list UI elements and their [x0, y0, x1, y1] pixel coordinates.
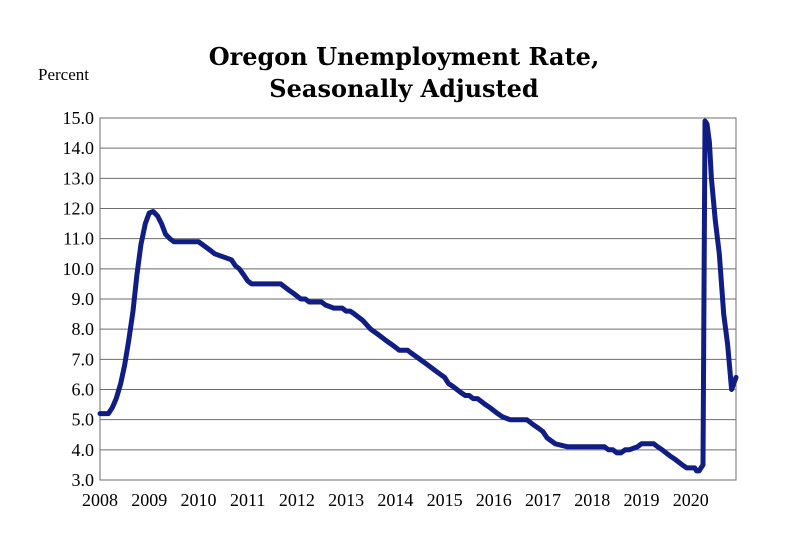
x-tick-label: 2018 [574, 490, 610, 510]
x-tick-label: 2009 [131, 490, 167, 510]
y-tick-label: 10.0 [63, 259, 95, 279]
y-tick-label: 14.0 [63, 138, 95, 158]
x-tick-label: 2013 [328, 490, 364, 510]
y-axis-label: Percent [38, 65, 89, 84]
y-tick-label: 3.0 [72, 470, 95, 490]
x-tick-label: 2016 [476, 490, 512, 510]
x-tick-label: 2012 [279, 490, 315, 510]
y-tick-label: 5.0 [72, 410, 95, 430]
x-tick-label: 2008 [82, 490, 118, 510]
y-tick-label: 8.0 [72, 319, 95, 339]
x-tick-label: 2017 [525, 490, 561, 510]
chart-title-line-1: Oregon Unemployment Rate, [209, 42, 600, 71]
x-tick-labels: 2008 2009 2010 2011 2012 2013 2014 2015 2016 2017… [82, 490, 709, 510]
x-tick-label: 2014 [377, 490, 413, 510]
x-tick-label: 2020 [673, 490, 709, 510]
y-tick-label: 13.0 [63, 168, 95, 188]
x-tick-label: 2015 [427, 490, 463, 510]
chart-title-line-2: Seasonally Adjusted [269, 74, 539, 103]
y-tick-label: 7.0 [72, 349, 95, 369]
y-tick-label: 12.0 [63, 199, 95, 219]
y-tick-label: 15.0 [63, 108, 95, 128]
x-tick-label: 2010 [180, 490, 216, 510]
series-layer [97, 118, 739, 474]
y-tick-label: 4.0 [72, 440, 95, 460]
y-tick-label: 11.0 [63, 229, 94, 249]
gridlines [100, 117, 736, 481]
y-tick-label: 9.0 [72, 289, 95, 309]
x-tick-label: 2019 [623, 490, 659, 510]
x-tick-label: 2011 [230, 490, 265, 510]
plot-area [99, 117, 737, 481]
y-tick-labels: 3.0 4.0 5.0 6.0 7.0 8.0 9.0 10.0 11.0 12.0 13.0 14.… [63, 108, 95, 490]
y-tick-label: 6.0 [72, 380, 95, 400]
series-line-0 [97, 118, 739, 474]
